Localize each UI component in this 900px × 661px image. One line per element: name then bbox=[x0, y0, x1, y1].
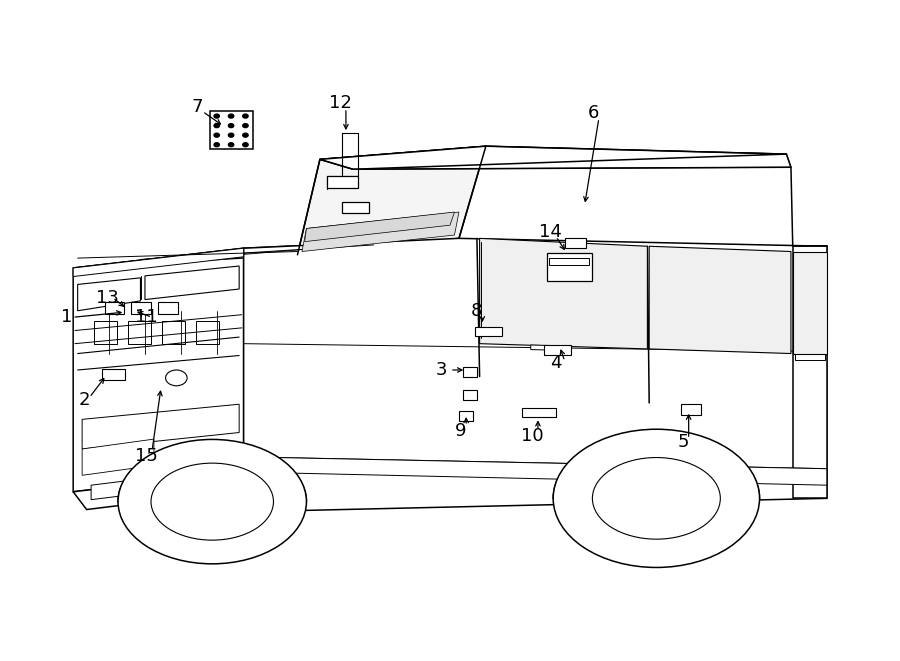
Circle shape bbox=[229, 114, 234, 118]
Polygon shape bbox=[82, 405, 239, 449]
Polygon shape bbox=[82, 439, 154, 475]
Polygon shape bbox=[549, 258, 590, 264]
Polygon shape bbox=[145, 266, 239, 299]
Polygon shape bbox=[94, 321, 117, 344]
Polygon shape bbox=[73, 249, 244, 492]
Polygon shape bbox=[327, 176, 358, 188]
Circle shape bbox=[243, 143, 248, 147]
Circle shape bbox=[214, 134, 220, 137]
Polygon shape bbox=[196, 321, 220, 344]
Polygon shape bbox=[91, 467, 235, 500]
Text: 14: 14 bbox=[539, 223, 562, 241]
Polygon shape bbox=[320, 146, 791, 169]
Text: 3: 3 bbox=[436, 361, 446, 379]
Text: 5: 5 bbox=[678, 434, 689, 451]
Circle shape bbox=[214, 114, 220, 118]
Ellipse shape bbox=[118, 440, 306, 564]
Polygon shape bbox=[244, 457, 827, 485]
Circle shape bbox=[229, 143, 234, 147]
Polygon shape bbox=[547, 253, 592, 281]
Polygon shape bbox=[73, 472, 257, 510]
Polygon shape bbox=[522, 408, 556, 417]
Polygon shape bbox=[320, 146, 787, 169]
Circle shape bbox=[214, 143, 220, 147]
Polygon shape bbox=[158, 302, 178, 314]
Polygon shape bbox=[531, 345, 558, 350]
Polygon shape bbox=[463, 367, 477, 377]
Circle shape bbox=[243, 114, 248, 118]
Polygon shape bbox=[793, 252, 827, 354]
Text: 9: 9 bbox=[455, 422, 466, 440]
Polygon shape bbox=[793, 247, 827, 498]
Polygon shape bbox=[554, 432, 760, 498]
Polygon shape bbox=[104, 302, 124, 314]
Polygon shape bbox=[73, 239, 459, 268]
Text: 2: 2 bbox=[78, 391, 90, 408]
Circle shape bbox=[214, 124, 220, 128]
Polygon shape bbox=[795, 337, 825, 360]
Polygon shape bbox=[475, 327, 502, 336]
Polygon shape bbox=[302, 212, 459, 252]
Circle shape bbox=[166, 370, 187, 386]
Polygon shape bbox=[565, 239, 587, 248]
Text: 11: 11 bbox=[135, 308, 158, 327]
Text: 10: 10 bbox=[521, 427, 544, 445]
Polygon shape bbox=[649, 247, 791, 354]
Polygon shape bbox=[681, 405, 701, 414]
Polygon shape bbox=[162, 321, 185, 344]
Text: 4: 4 bbox=[550, 354, 562, 372]
Polygon shape bbox=[342, 202, 369, 214]
Polygon shape bbox=[459, 410, 473, 421]
Polygon shape bbox=[463, 390, 477, 400]
Text: 12: 12 bbox=[329, 95, 352, 112]
Polygon shape bbox=[77, 278, 140, 311]
Text: 7: 7 bbox=[191, 98, 202, 116]
Circle shape bbox=[229, 134, 234, 137]
Polygon shape bbox=[795, 292, 825, 330]
Text: 8: 8 bbox=[472, 302, 482, 320]
Ellipse shape bbox=[592, 457, 720, 539]
Text: 6: 6 bbox=[588, 104, 599, 122]
Circle shape bbox=[243, 134, 248, 137]
Polygon shape bbox=[210, 111, 253, 149]
Polygon shape bbox=[131, 302, 151, 314]
Polygon shape bbox=[544, 345, 572, 355]
Polygon shape bbox=[102, 369, 125, 380]
Circle shape bbox=[229, 124, 234, 128]
Polygon shape bbox=[128, 321, 151, 344]
Ellipse shape bbox=[554, 429, 760, 567]
Polygon shape bbox=[304, 212, 454, 242]
Polygon shape bbox=[480, 239, 647, 349]
Polygon shape bbox=[118, 442, 306, 502]
Circle shape bbox=[243, 124, 248, 128]
Text: 1: 1 bbox=[61, 308, 73, 327]
Text: 13: 13 bbox=[95, 289, 119, 307]
Polygon shape bbox=[298, 146, 486, 254]
Text: 15: 15 bbox=[135, 447, 158, 465]
Polygon shape bbox=[244, 239, 827, 512]
Polygon shape bbox=[73, 249, 244, 276]
Ellipse shape bbox=[151, 463, 274, 540]
